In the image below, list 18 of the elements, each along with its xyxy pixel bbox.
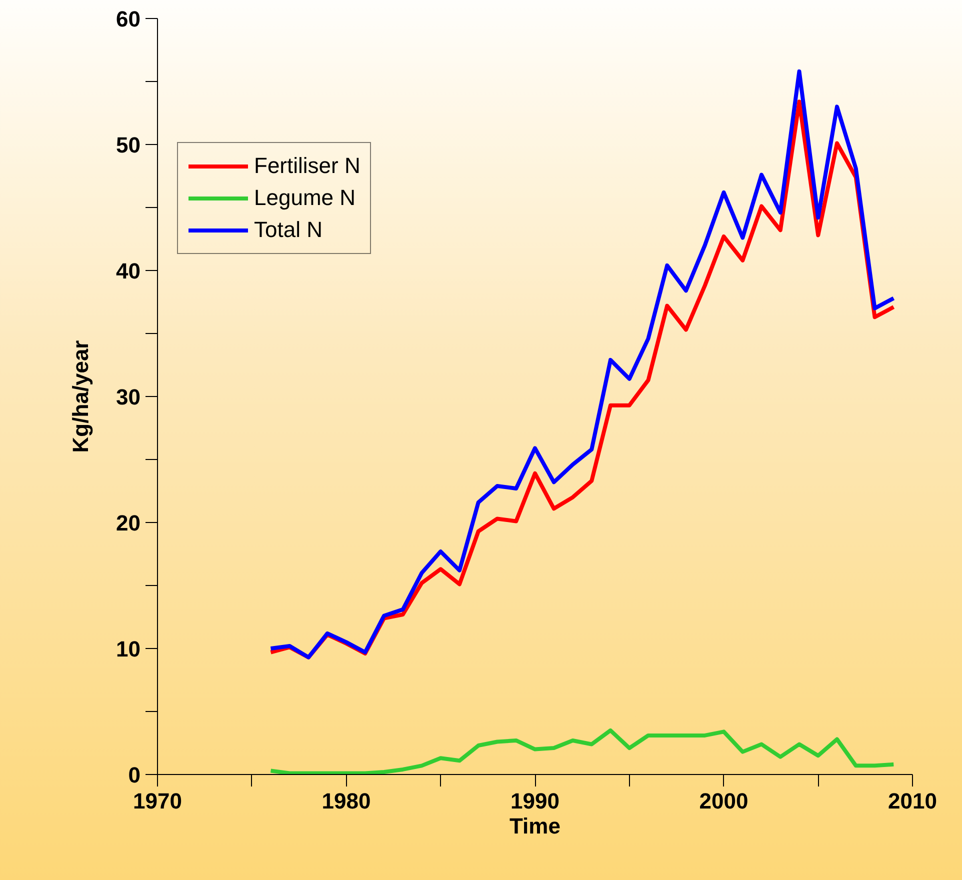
x-tick-label: 1980 [322,788,371,814]
y-tick-label: 30 [116,384,141,410]
x-tick-label: 1990 [510,788,560,814]
y-tick-label: 60 [116,6,141,32]
x-tick-label: 1970 [133,788,182,814]
legend-label: Total N [254,217,322,243]
legend-label: Fertiliser N [254,153,360,179]
y-axis-title: Kg/ha/year [68,340,94,453]
x-tick-label: 2010 [888,788,937,814]
y-tick-label: 20 [116,510,141,536]
y-tick-label: 50 [116,132,141,158]
y-tick-label: 0 [128,762,141,788]
y-tick-label: 40 [116,258,141,284]
x-axis-title: Time [510,814,560,838]
legend-label: Legume N [254,185,356,211]
y-tick-label: 10 [116,636,141,662]
line-series [268,728,896,774]
x-tick-label: 2000 [699,788,748,814]
